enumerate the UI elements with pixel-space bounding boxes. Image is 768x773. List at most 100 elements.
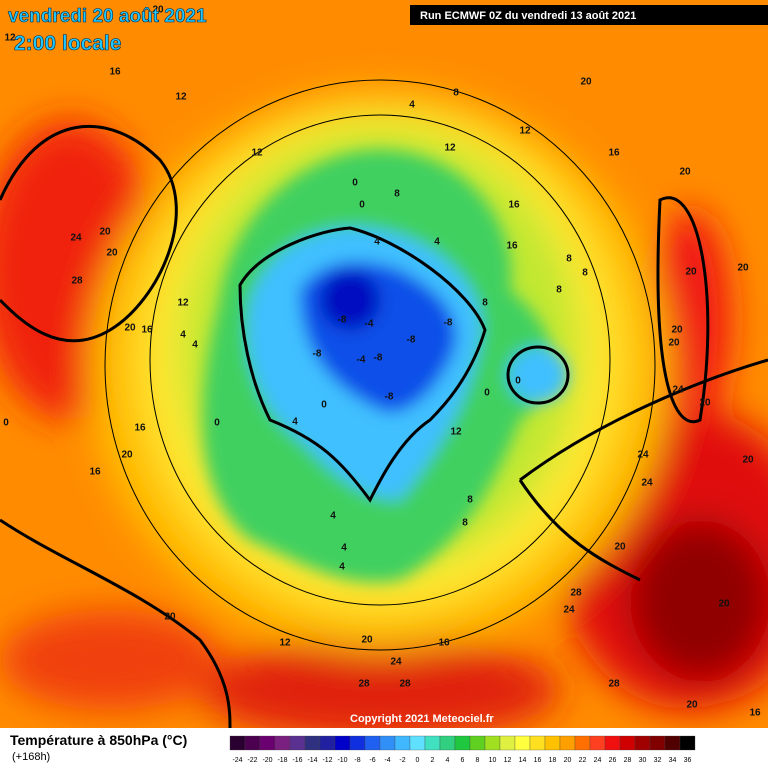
contour-label: 16 xyxy=(506,241,518,252)
scale-label: 20 xyxy=(564,757,572,764)
date: vendredi 20 août 2021 xyxy=(8,6,207,27)
contour-label: 20 xyxy=(580,77,592,88)
contour-label: -8 xyxy=(385,392,394,403)
scale-label: -8 xyxy=(354,757,360,764)
contour-label: 12 xyxy=(177,298,189,309)
contour-label: 12 xyxy=(175,92,187,103)
contour-label: 28 xyxy=(399,679,411,690)
contour-label: 20 xyxy=(671,325,683,336)
contour-label: -8 xyxy=(374,353,383,364)
scale-label: 28 xyxy=(624,757,632,764)
contour-label: 4 xyxy=(409,100,415,111)
contour-label: 8 xyxy=(394,189,400,200)
scale-swatch xyxy=(619,735,636,751)
scale-label: 2 xyxy=(431,757,435,764)
scale-label: 26 xyxy=(609,757,617,764)
contour-label: 20 xyxy=(679,167,691,178)
contour-label: 28 xyxy=(608,679,620,690)
scale-swatch xyxy=(289,735,306,751)
contour-label: 4 xyxy=(180,330,186,341)
legend-subtitle: (+168h) xyxy=(12,751,50,763)
scale-swatch xyxy=(364,735,381,751)
scale-label: -12 xyxy=(322,757,332,764)
contour-label: 24 xyxy=(70,233,82,244)
scale-label: -16 xyxy=(292,757,302,764)
scale-swatch xyxy=(454,735,471,751)
contour-label: 20 xyxy=(152,5,164,16)
contour-label: 20 xyxy=(668,338,680,349)
contour-label: 20 xyxy=(361,635,373,646)
scale-label: 32 xyxy=(654,757,662,764)
scale-swatch xyxy=(529,735,546,751)
scale-swatch xyxy=(499,735,516,751)
contour-label: 20 xyxy=(685,267,697,278)
scale-label: 0 xyxy=(416,757,420,764)
contour-label: 8 xyxy=(482,298,488,309)
run: Run ECMWF 0Z du vendredi 13 août 2021 xyxy=(420,10,636,22)
contour-label: 12 xyxy=(519,126,531,137)
legend-title: Température à 850hPa (°C) xyxy=(10,732,187,748)
contour-label: 8 xyxy=(582,268,588,279)
contour-label: 16 xyxy=(749,708,761,719)
contour-label: 8 xyxy=(556,285,562,296)
scale-swatch xyxy=(229,735,246,751)
scale-label: 4 xyxy=(446,757,450,764)
contour-label: 16 xyxy=(438,638,450,649)
run-box xyxy=(410,5,768,25)
scale-swatch xyxy=(664,735,681,751)
scale-label: -22 xyxy=(247,757,257,764)
contour-label: 8 xyxy=(566,254,572,265)
scale-label: -4 xyxy=(384,757,390,764)
contour-label: 16 xyxy=(608,148,620,159)
scale-label: 34 xyxy=(669,757,677,764)
scale-swatch xyxy=(394,735,411,751)
scale-label: 30 xyxy=(639,757,647,764)
scale-label: 16 xyxy=(534,757,542,764)
contour-label: 28 xyxy=(71,276,83,287)
scale-swatch xyxy=(574,735,591,751)
contour-label: 20 xyxy=(121,450,133,461)
contour-label: 4 xyxy=(341,543,347,554)
scale-swatch xyxy=(559,735,576,751)
contour-label: 28 xyxy=(570,588,582,599)
contour-label: 20 xyxy=(164,612,176,623)
scale-swatch xyxy=(679,735,696,751)
contour-label: 12 xyxy=(279,638,291,649)
scale-swatch xyxy=(514,735,531,751)
scale-swatch xyxy=(259,735,276,751)
time: 2:00 locale xyxy=(14,32,121,55)
scale-swatch xyxy=(319,735,336,751)
contour-label: 12 xyxy=(4,33,16,44)
contour-label: -4 xyxy=(365,319,374,330)
scale-swatch xyxy=(304,735,321,751)
contour-label: 20 xyxy=(718,599,730,610)
contour-label: 20 xyxy=(614,542,626,553)
contour-label: -8 xyxy=(313,349,322,360)
contour-label: 8 xyxy=(467,495,473,506)
contour-label: 24 xyxy=(390,657,402,668)
copyright: Copyright 2021 Meteociel.fr xyxy=(350,713,494,725)
contour-label: 24 xyxy=(637,450,649,461)
contour-label: 8 xyxy=(462,518,468,529)
scale-swatch xyxy=(634,735,651,751)
contour-label: 0 xyxy=(352,178,358,189)
scale-label: -24 xyxy=(232,757,242,764)
scale-label: 6 xyxy=(461,757,465,764)
contour-label: 16 xyxy=(134,423,146,434)
scale-label: -18 xyxy=(277,757,287,764)
contour-label: 0 xyxy=(321,400,327,411)
contour-label: 0 xyxy=(515,376,521,387)
scale-swatch xyxy=(424,735,441,751)
scale-label: 14 xyxy=(519,757,527,764)
contour-label: 0 xyxy=(3,418,9,429)
temperature-field xyxy=(0,0,768,740)
contour-label: -8 xyxy=(407,335,416,346)
contour-label: 20 xyxy=(737,263,749,274)
contour-label: 0 xyxy=(484,388,490,399)
scale-swatch xyxy=(469,735,486,751)
scale-label: 22 xyxy=(579,757,587,764)
contour-label: 24 xyxy=(641,478,653,489)
scale-swatch xyxy=(484,735,501,751)
scale-label: 24 xyxy=(594,757,602,764)
